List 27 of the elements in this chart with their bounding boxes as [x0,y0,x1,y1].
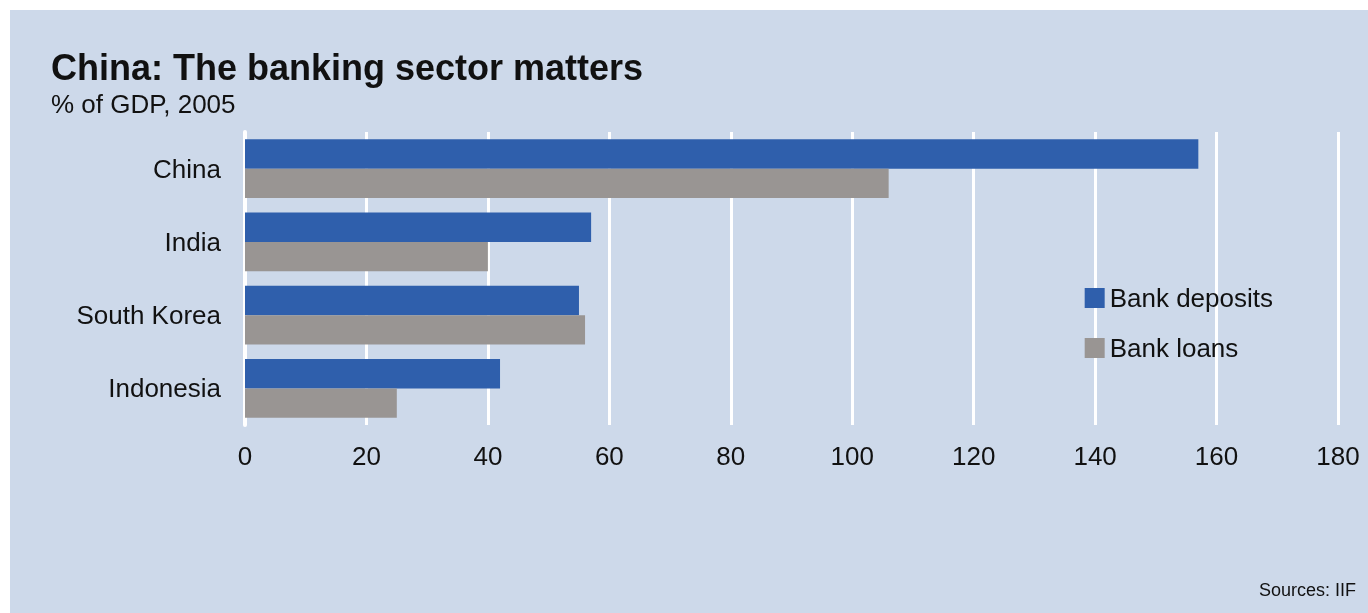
x-tick-label: 80 [716,441,746,471]
x-tick-label: 20 [351,441,381,471]
x-tick-label: 140 [1073,441,1117,471]
y-tick-label: India [164,226,222,257]
bar [245,388,397,418]
x-tick-label: 160 [1194,441,1239,471]
y-tick-label: Indonesia [108,373,222,404]
y-tick-label: South Korea [76,300,222,331]
bar [245,241,488,272]
x-tick-label: 40 [473,441,503,471]
chart-subtitle: % of GDP, 2005 [51,89,236,119]
legend-label: Bank loans [1109,333,1239,363]
bar [245,359,501,389]
bar [245,168,889,198]
bar [245,315,586,345]
y-tick-label: China [153,153,222,184]
x-tick-label: 0 [237,441,253,471]
x-tick-label: 180 [1316,441,1360,471]
chart-title: China: The banking sector matters [51,46,644,88]
x-tick-label: 120 [951,441,996,471]
x-tick-label: 100 [830,441,874,471]
bar [245,212,592,242]
x-tick-label: 60 [594,441,624,471]
legend-label: Bank deposits [1109,283,1273,313]
bar [245,139,1199,169]
bar [245,285,579,316]
source-note: Sources: IIF [1258,580,1356,600]
